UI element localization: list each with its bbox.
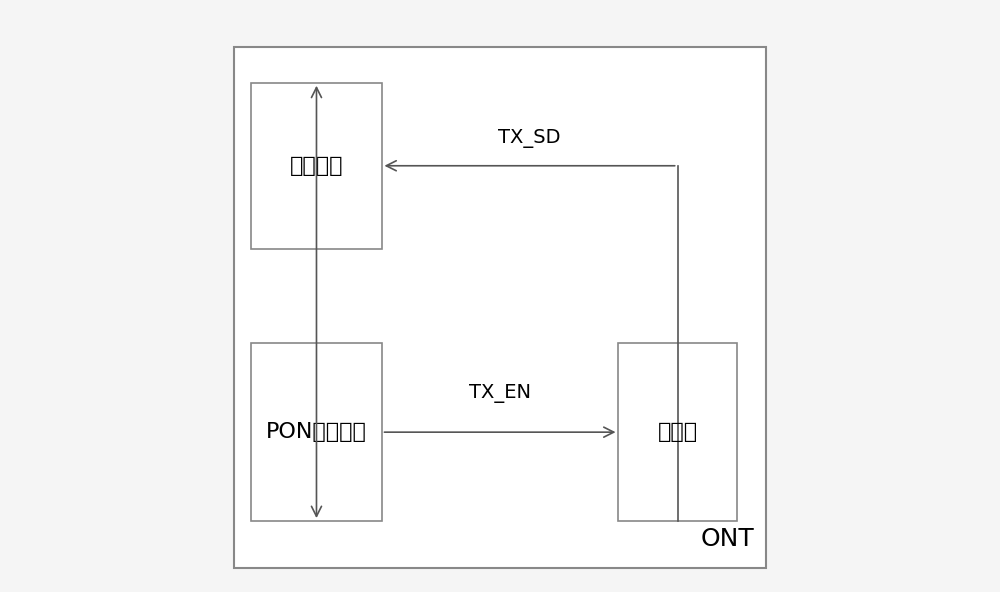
Text: 光模块: 光模块 — [658, 422, 698, 442]
FancyBboxPatch shape — [234, 47, 766, 568]
FancyBboxPatch shape — [251, 343, 382, 521]
Text: ONT: ONT — [701, 526, 755, 551]
FancyBboxPatch shape — [251, 83, 382, 249]
Text: 检测模块: 检测模块 — [290, 156, 343, 176]
Text: PON协议模块: PON协议模块 — [266, 422, 367, 442]
FancyBboxPatch shape — [618, 343, 737, 521]
Text: TX_SD: TX_SD — [498, 129, 561, 148]
Text: TX_EN: TX_EN — [469, 384, 531, 403]
